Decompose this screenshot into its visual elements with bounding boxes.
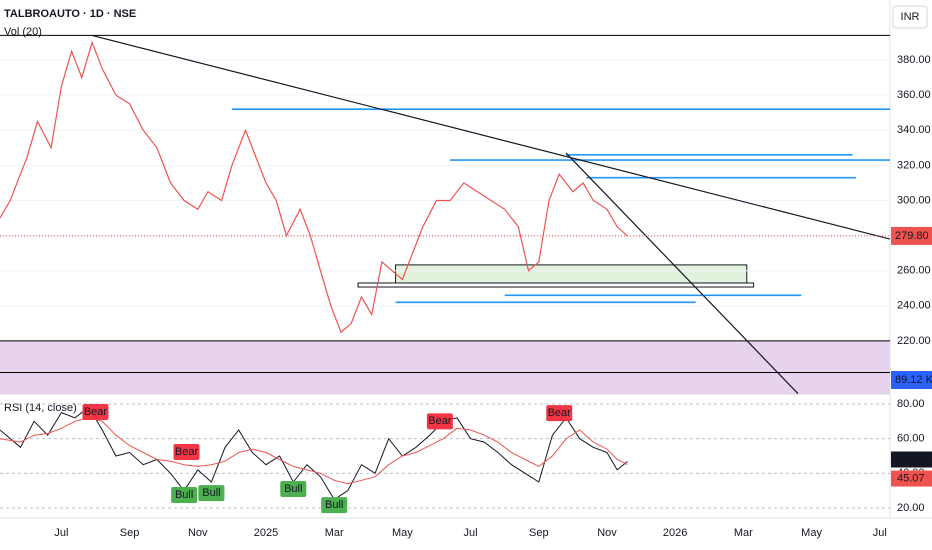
signal-label: Bull — [175, 489, 193, 501]
zone — [357, 282, 755, 288]
last-price-box — [891, 226, 932, 245]
price-line — [0, 40, 628, 334]
y-tick-label: 260.00 — [897, 265, 931, 277]
signal-box — [280, 480, 307, 497]
x-tick-label: Mar — [325, 527, 344, 539]
x-tick-label: 2026 — [663, 527, 687, 539]
trend-line — [91, 34, 891, 240]
signal-box — [321, 497, 348, 514]
zone — [0, 340, 890, 394]
signal-label: Bull — [325, 499, 343, 511]
x-tick-label: Nov — [597, 527, 617, 539]
x-tick-label: Sep — [529, 527, 549, 539]
currency-box[interactable] — [892, 5, 928, 29]
x-tick-label: Mar — [734, 527, 753, 539]
x-tick-label: Nov — [188, 527, 208, 539]
y-tick-label: 340.00 — [897, 124, 931, 136]
signal-box — [546, 405, 573, 422]
rsi-last-label: 45.07 — [897, 472, 925, 484]
y-tick-label: 60.00 — [897, 433, 925, 445]
last-price-label: 279.80 — [895, 230, 929, 242]
rsi-line — [0, 406, 628, 501]
x-tick-label: May — [392, 527, 413, 539]
volume-title: Vol (20) — [4, 26, 42, 38]
signal-box — [173, 444, 200, 461]
y-tick-label: 320.00 — [897, 159, 931, 171]
x-tick-label: May — [801, 527, 822, 539]
signal-label: Bear — [84, 406, 108, 418]
y-tick-label: 20.00 — [897, 502, 925, 514]
rsi-last-label: 46.83 — [897, 453, 925, 465]
signal-label: Bear — [548, 407, 572, 419]
trend-line — [565, 152, 799, 395]
signal-box — [171, 487, 198, 504]
signal-label: Bull — [284, 483, 302, 495]
x-tick-label: 2025 — [254, 527, 278, 539]
y-tick-label: 300.00 — [897, 194, 931, 206]
y-tick-label: 80.00 — [897, 398, 925, 410]
currency[interactable]: INR — [901, 11, 920, 23]
x-tick-label: Jul — [54, 527, 68, 539]
y-tick-label: 360.00 — [897, 89, 931, 101]
signal-box — [198, 485, 225, 502]
x-tick-label: Sep — [120, 527, 140, 539]
rsi-last-box — [891, 470, 932, 487]
rsi-last-box — [891, 451, 932, 468]
y-tick-label: 240.00 — [897, 300, 931, 312]
rsi-line — [0, 417, 628, 485]
signal-label: Bear — [175, 446, 199, 458]
x-tick-label: Jul — [873, 527, 887, 539]
y-tick-label: 380.00 — [897, 54, 931, 66]
signal-label: Bear — [428, 415, 452, 427]
signal-box — [426, 413, 453, 430]
signal-label: Bull — [202, 487, 220, 499]
volume-box — [891, 371, 932, 389]
y-tick-label: 220.00 — [897, 335, 931, 347]
symbol-title: TALBROAUTO · 1D · NSE — [4, 8, 136, 20]
zone — [395, 264, 748, 284]
signal-box — [82, 403, 109, 420]
x-tick-label: Jul — [464, 527, 478, 539]
volume-label: 89.12 K — [895, 374, 932, 386]
rsi-title: RSI (14, close) — [4, 402, 77, 414]
